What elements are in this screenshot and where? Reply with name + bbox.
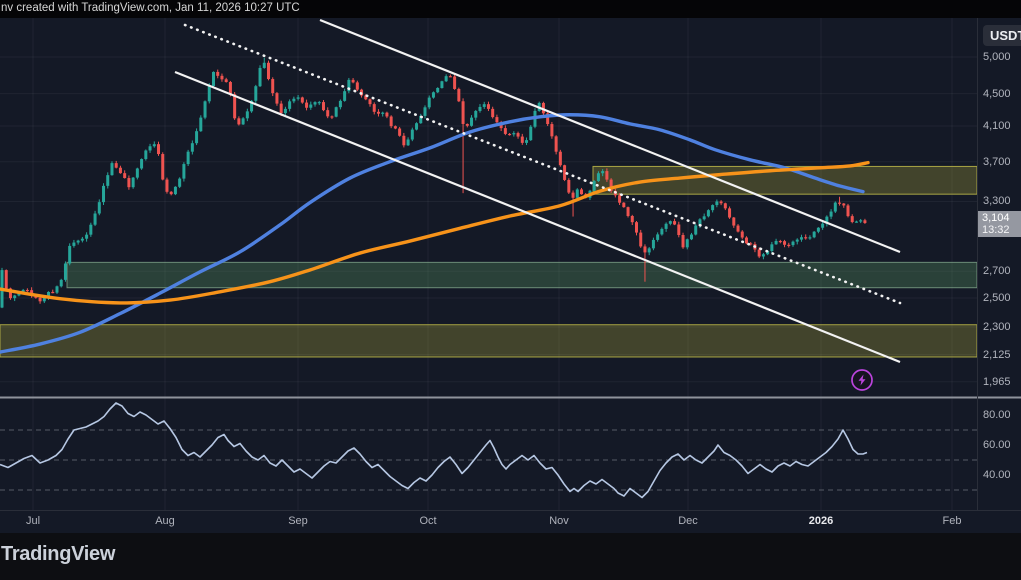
channel-lower-line — [174, 70, 901, 364]
time-tick-label: Aug — [155, 515, 175, 527]
price-tick-label: 4,100 — [983, 120, 1011, 132]
bar-countdown: 13:32 — [982, 223, 1010, 236]
price-axis[interactable]: USDT 5,000 4,500 4,100 3,700 3,300 2,700 2,500… — [977, 0, 1021, 533]
time-tick-label: Oct — [419, 515, 437, 527]
price-tick-label: 2,125 — [983, 348, 1011, 361]
price-tick-label: 2,500 — [983, 292, 1011, 304]
rsi-tick-label: 80.00 — [983, 409, 1011, 421]
rsi-band-lines — [0, 429, 977, 491]
price-tick-label: 2,700 — [983, 265, 1011, 278]
time-tick-label: Dec — [678, 515, 698, 527]
candlestick-series — [0, 57, 867, 309]
channel-mid-dotted-line — [183, 23, 902, 305]
support-zone-yellow — [0, 324, 978, 358]
price-tick-label: 5,000 — [983, 51, 1011, 63]
price-zones — [0, 165, 978, 358]
price-tick-label: 3,300 — [983, 195, 1011, 208]
price-tick-label: 2,300 — [983, 321, 1011, 333]
currency-badge: USDT — [983, 25, 1021, 46]
ma-fast-blue — [0, 113, 865, 354]
time-tick-label: Sep — [288, 515, 308, 527]
support-zone-green — [66, 261, 978, 289]
channel-upper-line — [319, 18, 901, 254]
time-axis[interactable]: Jul Aug Sep Oct Nov Dec 2026 Feb — [0, 510, 977, 533]
attribution-bar: nv created with TradingView.com, Jan 11,… — [0, 0, 1021, 18]
time-tick-label: Nov — [549, 515, 569, 527]
chart-footer: TradingView — [0, 533, 1021, 580]
lightning-icon[interactable] — [851, 369, 873, 391]
rsi-tick-label: 40.00 — [983, 469, 1011, 481]
ma-slow-orange — [0, 160, 870, 305]
rsi-line — [0, 402, 868, 499]
tradingview-logo[interactable]: TradingView — [1, 543, 116, 565]
time-tick-label: Feb — [942, 515, 962, 527]
time-tick-label: 2026 — [808, 515, 834, 527]
last-price-label: 3,104 13:32 — [978, 210, 1021, 237]
price-tick-label: 1,965 — [983, 375, 1011, 388]
price-tick-label: 4,500 — [983, 87, 1011, 100]
last-price-value: 3,104 — [982, 211, 1010, 224]
price-tick-label: 3,700 — [983, 155, 1011, 168]
time-tick-label: Jul — [25, 515, 41, 527]
rsi-tick-label: 60.00 — [983, 439, 1011, 451]
attribution-text: nv created with TradingView.com, Jan 11,… — [1, 2, 300, 14]
